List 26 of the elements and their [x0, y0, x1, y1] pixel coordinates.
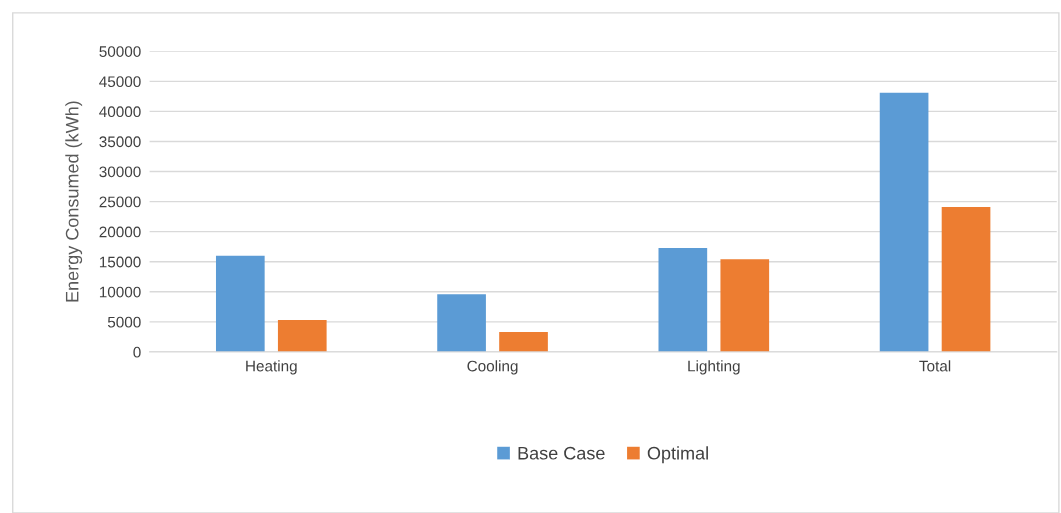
legend-label: Optimal	[647, 446, 708, 464]
x-tick-label: Lighting	[688, 360, 740, 375]
y-tick-label: 15000	[99, 256, 141, 268]
legend-label: Base Case	[518, 446, 605, 460]
x-tick-label: Heating	[246, 360, 297, 375]
bar	[499, 332, 548, 352]
y-tick-label: 0	[133, 346, 141, 358]
bar	[437, 294, 486, 352]
y-tick-label: 35000	[99, 136, 141, 148]
y-tick-label: 10000	[99, 286, 141, 298]
bar	[215, 255, 265, 352]
y-tick-label: 50000	[99, 46, 141, 57]
x-tick-label: Total	[919, 360, 951, 372]
bar	[658, 247, 708, 352]
y-tick-label: 45000	[99, 76, 141, 88]
y-tick-label: 30000	[99, 166, 141, 178]
y-axis-title: Energy Consumed (kWh)	[65, 101, 83, 302]
y-tick-label: 25000	[99, 196, 141, 208]
x-tick-label: Cooling	[467, 360, 518, 375]
bar	[879, 92, 929, 352]
bar	[941, 207, 991, 352]
bar	[720, 259, 770, 352]
y-tick-label: 5000	[107, 316, 141, 328]
y-tick-label: 40000	[99, 106, 141, 118]
y-tick-label: 20000	[99, 226, 141, 238]
bar	[277, 320, 327, 352]
